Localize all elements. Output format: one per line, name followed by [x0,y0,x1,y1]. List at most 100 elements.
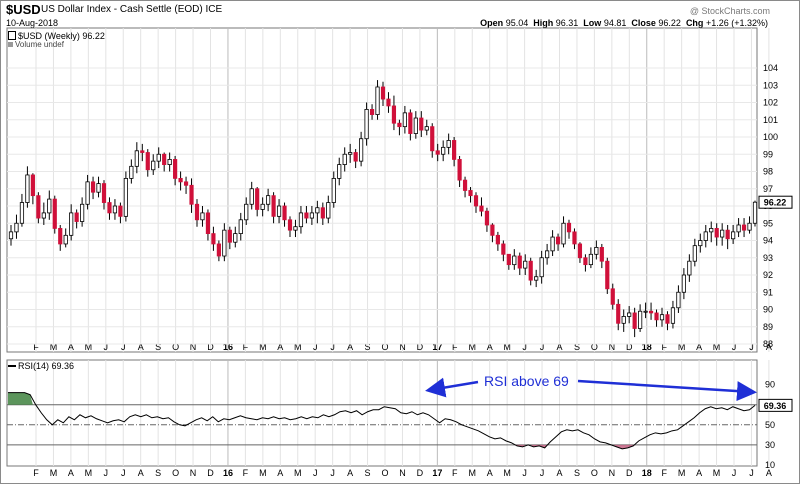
price-x-tick-label: 17 [432,342,442,352]
instrument-name-text: US Dollar Index - Cash Settle (EOD) [41,4,203,15]
candle-body [167,159,172,166]
price-legend-text: $USD (Weekly) 96.22 [18,31,105,41]
price-x-tick-label: S [365,342,371,352]
candle-body [594,246,599,255]
candle-body [484,210,490,226]
rsi-x-tick-label: D [417,468,424,478]
last-price-tag-box [758,195,793,209]
candle-body [408,112,413,134]
candle-body [654,312,659,321]
rsi-x-tick-label: M [503,468,511,478]
candle-body [145,152,150,171]
candle-body [473,195,479,207]
candle-body [687,260,692,276]
candle-body [255,188,260,210]
rsi-x-tick-label: F [243,468,249,478]
candle-body [506,253,511,266]
candle-body [452,140,457,160]
rsi-last-value-box [758,398,793,412]
candle-body [731,231,736,240]
price-x-tick-label: A [277,342,283,352]
candle-body [523,260,528,269]
candle-body [123,177,128,217]
price-y-tick-label: 90 [763,305,773,315]
candle-body [446,140,451,148]
candle-body [698,240,703,247]
candle-body [605,260,610,290]
rsi-x-tick-label: D [626,468,633,478]
rsi-x-tick-label: S [155,468,161,478]
rsi-legend-icon [8,365,16,367]
candle-body [271,195,276,217]
price-x-tick-label: F [243,342,249,352]
rsi-x-tick-label: J [540,468,545,478]
candle-body [512,255,517,266]
price-x-tick-label: S [155,342,161,352]
volume-legend-icon [8,42,13,47]
price-y-tick-label: 100 [763,132,778,142]
price-x-tick-label: A [68,342,74,352]
candle-body [490,224,495,236]
price-y-tick-label: 94 [763,236,773,246]
candle-body [183,181,189,186]
price-y-tick-label: 93 [763,253,773,263]
rsi-x-tick-label: M [85,468,93,478]
price-x-tick-label: M [678,342,686,352]
price-x-tick-label: A [138,342,144,352]
price-x-tick-label: J [732,342,737,352]
rsi-y-tick-label: 90 [765,380,775,390]
candle-body [173,159,178,179]
candle-body [52,198,57,229]
candle-body [752,201,758,224]
rsi-x-tick-label: J [749,468,754,478]
price-y-tick-label: 103 [763,80,778,90]
candle-body [112,205,118,214]
price-y-tick-label: 102 [763,98,778,108]
rsi-line [8,392,756,450]
candle-body [534,276,539,281]
candle-body [47,198,52,214]
chg-label: Chg [685,18,704,28]
price-x-tick-label: 18 [642,342,652,352]
rsi-x-tick-label: A [696,468,702,478]
rsi-x-tick-label: 17 [432,468,442,478]
candle-body [118,205,123,217]
candle-body [227,229,232,243]
price-panel-border [6,27,758,353]
price-y-tick-label: 91 [763,287,773,297]
candle-body [681,274,686,293]
candle-body [80,203,85,222]
candle-body [8,231,14,240]
rsi-x-tick-label: F [661,468,667,478]
price-x-tick-label: N [190,342,197,352]
rsi-x-tick-label: J [121,468,126,478]
candle-body [58,228,63,245]
candle-body [298,212,304,228]
candle-body [665,314,670,324]
candle-body [25,174,30,203]
candle-body [495,234,500,245]
rsi-x-tick-label: M [678,468,686,478]
candle-body [244,203,249,221]
price-x-tick-label: D [626,342,633,352]
candle-body [140,150,145,153]
ohlc-readout: Open 95.04 High 96.31 Low 94.81 Close 96… [480,19,768,28]
close-value: 96.22 [658,18,681,28]
rsi-x-tick-label: J [732,468,737,478]
rsi-x-tick-label: J [313,468,318,478]
candle-body [616,303,621,324]
price-x-tick-label: A [487,342,493,352]
price-x-tick-label: J [522,342,527,352]
open-label: Open [480,18,504,28]
candle-body [375,86,380,115]
rsi-x-tick-label: N [609,468,616,478]
rsi-x-tick-label: O [381,468,388,478]
rsi-x-tick-label: A [68,468,74,478]
candle-body [501,243,506,255]
candle-body [315,207,320,214]
rsi-y-tick-label: 10 [765,460,775,470]
candle-body [30,174,35,197]
candle-body [462,179,468,191]
rsi-overbought-fill [8,392,33,405]
candle-body [479,205,484,212]
